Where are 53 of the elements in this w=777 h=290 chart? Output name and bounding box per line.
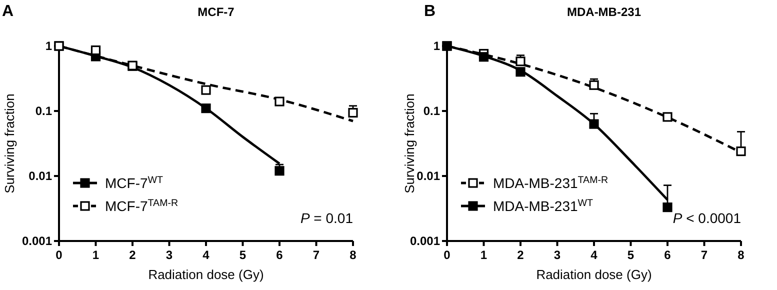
chart-title: MCF-7 — [198, 5, 235, 19]
point — [478, 52, 489, 62]
y-axis-title: Surviving fraction — [402, 94, 417, 194]
y-axis-title: Surviving fraction — [2, 94, 17, 194]
legend-label: MDA-MB-231$^{TAM-R}$ — [493, 174, 608, 191]
point — [736, 146, 746, 156]
x-tick-label: 5 — [627, 248, 634, 262]
text: B — [424, 3, 436, 20]
point — [201, 104, 211, 114]
legend-label: MCF-7$^{WT}$ — [105, 174, 164, 191]
x-tick-label: 4 — [590, 248, 598, 262]
point — [516, 56, 526, 66]
point — [201, 85, 211, 95]
x-tick-label: 0 — [444, 248, 451, 262]
point — [274, 96, 284, 106]
x-tick-label: 7 — [312, 248, 320, 262]
x-tick-label: 6 — [664, 248, 672, 262]
x-tick-label: 8 — [738, 248, 745, 262]
x-tick-label: 8 — [350, 248, 357, 262]
y-tick-label: 0.1 — [423, 104, 440, 118]
x-tick-label: 3 — [166, 248, 173, 262]
point — [589, 119, 599, 129]
y-tick-label: 0.001 — [22, 234, 52, 248]
point — [348, 108, 358, 118]
x-tick-label: 3 — [554, 248, 561, 262]
legend-label: MDA-MB-231$^{WT}$ — [493, 198, 594, 214]
point — [662, 112, 672, 122]
x-tick-label: 7 — [700, 248, 708, 262]
x-tick-label: 5 — [239, 248, 246, 262]
annotation: P < 0.0001 — [672, 210, 742, 226]
x-tick-label: 1 — [480, 248, 488, 262]
y-tick-label: 0.01 — [28, 169, 52, 183]
text: A — [2, 3, 14, 20]
x-axis-title: Radiation dose (Gy) — [536, 267, 652, 282]
x-tick-label: 4 — [202, 248, 210, 262]
point — [662, 202, 672, 212]
y-tick-label: 0.01 — [416, 169, 440, 183]
y-tick-label: 0.1 — [35, 104, 52, 118]
point — [516, 67, 526, 77]
chart-title: MDA-MB-231 — [566, 5, 642, 19]
point — [589, 80, 599, 90]
y-tick-label: 0.001 — [410, 234, 440, 248]
y-tick-label: 1 — [45, 39, 52, 53]
x-tick-label: 6 — [276, 248, 284, 262]
x-tick-label: 2 — [517, 248, 524, 262]
x-tick-label: 2 — [129, 248, 136, 262]
x-tick-label: 1 — [92, 248, 100, 262]
x-axis-title: Radiation dose (Gy) — [148, 267, 264, 282]
annotation: P = 0.01 — [300, 210, 354, 226]
x-tick-label: 0 — [56, 248, 63, 262]
point — [90, 45, 101, 56]
y-tick-label: 1 — [433, 39, 440, 53]
legend-label: MCF-7$^{TAM-R}$ — [105, 198, 178, 214]
